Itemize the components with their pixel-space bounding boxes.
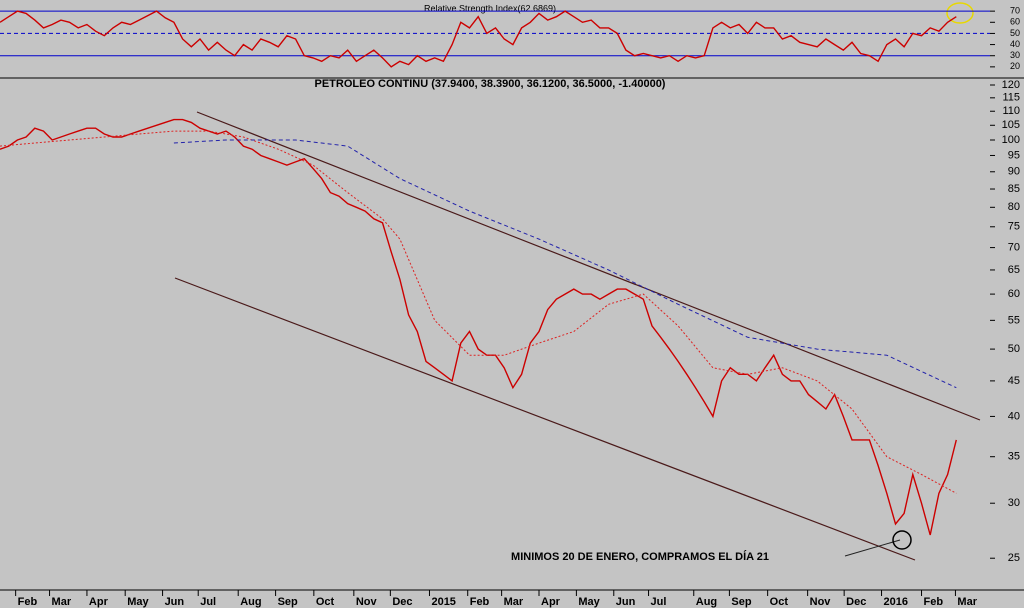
trend-line — [174, 277, 916, 561]
y-tick-label: 30 — [1010, 50, 1020, 60]
y-tick-label: 20 — [1010, 61, 1020, 71]
series-line — [173, 139, 957, 389]
y-tick-label: 80 — [1008, 201, 1020, 213]
y-tick-label: 35 — [1008, 451, 1020, 463]
x-tick-label: Aug — [696, 596, 717, 608]
y-tick-label: 50 — [1010, 28, 1020, 38]
y-tick-label: 90 — [1008, 166, 1020, 178]
x-tick-label: May — [127, 596, 149, 608]
x-tick-label: Feb — [18, 596, 38, 608]
x-tick-label: 2016 — [884, 596, 908, 608]
x-tick-label: Apr — [541, 596, 561, 608]
y-tick-label: 55 — [1008, 314, 1020, 326]
rsi-title: Relative Strength Index(62.6869) — [424, 3, 556, 13]
x-tick-label: Jun — [165, 596, 185, 608]
x-tick-label: Sep — [731, 596, 751, 608]
x-tick-label: Jul — [651, 596, 667, 608]
x-tick-label: Mar — [957, 596, 977, 608]
x-tick-label: Oct — [316, 596, 335, 608]
x-tick-label: Jul — [200, 596, 216, 608]
y-tick-label: 70 — [1008, 241, 1020, 253]
highlight-circle — [892, 530, 912, 550]
y-tick-label: 110 — [1002, 105, 1020, 117]
y-tick-label: 100 — [1002, 134, 1020, 146]
y-tick-label: 50 — [1008, 343, 1020, 355]
x-tick-label: May — [578, 596, 600, 608]
y-tick-label: 40 — [1010, 39, 1020, 49]
pointer-line — [844, 539, 901, 557]
y-tick-label: 45 — [1008, 375, 1020, 387]
y-tick-label: 85 — [1008, 183, 1020, 195]
highlight-circle — [946, 2, 974, 24]
series-line — [0, 130, 957, 494]
price-title: PETROLEO CONTINU (37.9400, 38.3900, 36.1… — [315, 78, 666, 90]
y-tick-label: 95 — [1008, 149, 1020, 161]
annotation: MINIMOS 20 DE ENERO, COMPRAMOS EL DÍA 21 — [511, 550, 769, 563]
y-tick-label: 60 — [1010, 17, 1020, 27]
x-tick-label: Oct — [770, 596, 789, 608]
x-tick-label: Dec — [392, 596, 412, 608]
x-tick-label: Feb — [470, 596, 490, 608]
y-tick-label: 65 — [1008, 264, 1020, 276]
y-tick-label: 70 — [1010, 6, 1020, 16]
x-tick-label: Mar — [52, 596, 72, 608]
y-tick-label: 60 — [1008, 288, 1020, 300]
series-line — [0, 118, 957, 536]
x-tick-label: Aug — [240, 596, 261, 608]
x-tick-label: Nov — [356, 596, 378, 608]
y-tick-label: 30 — [1008, 497, 1020, 509]
x-tick-label: 2015 — [431, 596, 455, 608]
y-tick-label: 105 — [1002, 119, 1020, 131]
trend-line — [196, 111, 981, 421]
x-tick-label: Nov — [810, 596, 832, 608]
x-tick-label: Dec — [846, 596, 866, 608]
y-tick-label: 40 — [1008, 410, 1020, 422]
y-tick-label: 115 — [1002, 92, 1020, 104]
y-tick-label: 25 — [1008, 552, 1020, 564]
x-tick-label: Apr — [89, 596, 109, 608]
x-tick-label: Feb — [924, 596, 944, 608]
y-tick-label: 75 — [1008, 221, 1020, 233]
x-tick-label: Sep — [278, 596, 298, 608]
y-tick-label: 120 — [1002, 79, 1020, 91]
series-line — [0, 10, 957, 68]
x-tick-label: Jun — [616, 596, 636, 608]
x-tick-label: Mar — [504, 596, 524, 608]
